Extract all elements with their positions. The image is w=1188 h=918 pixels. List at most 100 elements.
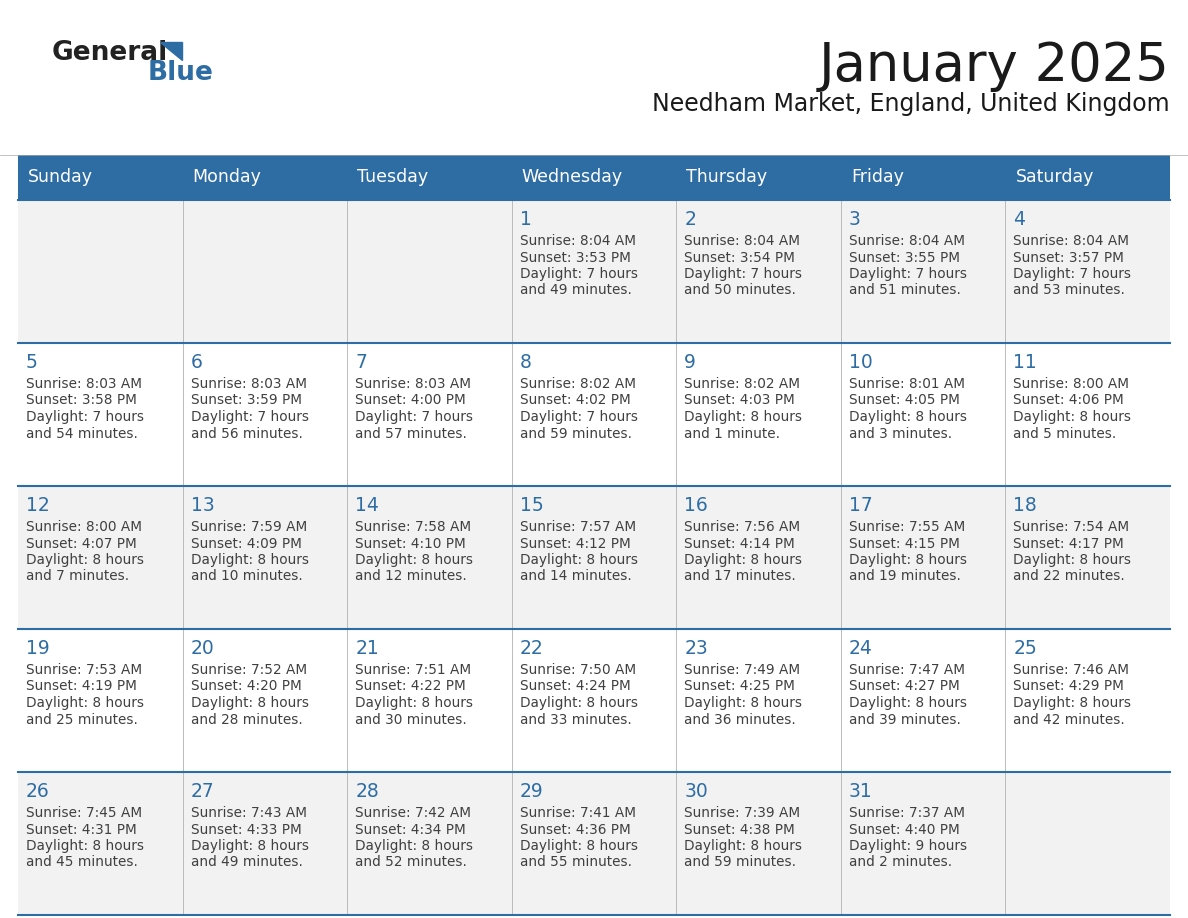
Text: Daylight: 7 hours: Daylight: 7 hours [190, 410, 309, 424]
Text: Daylight: 8 hours: Daylight: 8 hours [519, 839, 638, 853]
Text: Sunrise: 8:00 AM: Sunrise: 8:00 AM [26, 520, 143, 534]
Text: 1: 1 [519, 210, 531, 229]
Text: Sunrise: 7:49 AM: Sunrise: 7:49 AM [684, 663, 801, 677]
Text: Sunset: 4:29 PM: Sunset: 4:29 PM [1013, 679, 1124, 693]
Text: and 57 minutes.: and 57 minutes. [355, 427, 467, 441]
Text: Daylight: 7 hours: Daylight: 7 hours [519, 410, 638, 424]
Text: Daylight: 8 hours: Daylight: 8 hours [1013, 410, 1131, 424]
Text: Sunrise: 8:03 AM: Sunrise: 8:03 AM [355, 377, 472, 391]
Text: Sunrise: 7:47 AM: Sunrise: 7:47 AM [849, 663, 965, 677]
Text: Sunset: 4:20 PM: Sunset: 4:20 PM [190, 679, 302, 693]
Text: 12: 12 [26, 496, 50, 515]
Text: Sunset: 3:57 PM: Sunset: 3:57 PM [1013, 251, 1124, 264]
Text: 29: 29 [519, 782, 543, 801]
Text: Sunset: 3:55 PM: Sunset: 3:55 PM [849, 251, 960, 264]
Text: Sunrise: 8:03 AM: Sunrise: 8:03 AM [190, 377, 307, 391]
Text: Needham Market, England, United Kingdom: Needham Market, England, United Kingdom [652, 92, 1170, 116]
Text: Thursday: Thursday [687, 169, 767, 186]
Text: Daylight: 8 hours: Daylight: 8 hours [519, 696, 638, 710]
Text: Sunset: 4:00 PM: Sunset: 4:00 PM [355, 394, 466, 408]
Text: Daylight: 8 hours: Daylight: 8 hours [849, 696, 967, 710]
Text: Sunrise: 8:02 AM: Sunrise: 8:02 AM [684, 377, 801, 391]
Text: Daylight: 8 hours: Daylight: 8 hours [1013, 553, 1131, 567]
Text: Daylight: 7 hours: Daylight: 7 hours [355, 410, 473, 424]
Text: Daylight: 8 hours: Daylight: 8 hours [1013, 696, 1131, 710]
Text: Wednesday: Wednesday [522, 169, 623, 186]
Text: Sunset: 4:22 PM: Sunset: 4:22 PM [355, 679, 466, 693]
Text: 2: 2 [684, 210, 696, 229]
Text: and 33 minutes.: and 33 minutes. [519, 712, 632, 726]
Text: 15: 15 [519, 496, 543, 515]
Text: Sunrise: 7:52 AM: Sunrise: 7:52 AM [190, 663, 307, 677]
Text: Sunrise: 8:04 AM: Sunrise: 8:04 AM [684, 234, 801, 248]
Text: Sunset: 4:10 PM: Sunset: 4:10 PM [355, 536, 466, 551]
Text: Sunrise: 7:53 AM: Sunrise: 7:53 AM [26, 663, 143, 677]
Text: Sunrise: 7:41 AM: Sunrise: 7:41 AM [519, 806, 636, 820]
Text: 26: 26 [26, 782, 50, 801]
Text: Daylight: 8 hours: Daylight: 8 hours [355, 839, 473, 853]
Text: 20: 20 [190, 639, 214, 658]
Text: Daylight: 8 hours: Daylight: 8 hours [684, 696, 802, 710]
Text: Sunrise: 7:37 AM: Sunrise: 7:37 AM [849, 806, 965, 820]
Text: 11: 11 [1013, 353, 1037, 372]
Text: 22: 22 [519, 639, 543, 658]
Text: Sunset: 3:54 PM: Sunset: 3:54 PM [684, 251, 795, 264]
Text: Sunset: 4:31 PM: Sunset: 4:31 PM [26, 823, 137, 836]
Text: and 45 minutes.: and 45 minutes. [26, 856, 138, 869]
Text: Daylight: 8 hours: Daylight: 8 hours [190, 696, 309, 710]
Text: 30: 30 [684, 782, 708, 801]
Bar [18, 200, 1170, 343]
Text: and 3 minutes.: and 3 minutes. [849, 427, 952, 441]
Text: Sunrise: 7:55 AM: Sunrise: 7:55 AM [849, 520, 965, 534]
Text: 5: 5 [26, 353, 38, 372]
Text: and 49 minutes.: and 49 minutes. [190, 856, 303, 869]
Text: Sunrise: 7:42 AM: Sunrise: 7:42 AM [355, 806, 472, 820]
Text: Sunset: 4:33 PM: Sunset: 4:33 PM [190, 823, 302, 836]
Text: 31: 31 [849, 782, 873, 801]
Text: Daylight: 8 hours: Daylight: 8 hours [849, 410, 967, 424]
Text: and 25 minutes.: and 25 minutes. [26, 712, 138, 726]
Text: and 59 minutes.: and 59 minutes. [684, 856, 796, 869]
Text: Daylight: 7 hours: Daylight: 7 hours [519, 267, 638, 281]
Text: Sunrise: 8:04 AM: Sunrise: 8:04 AM [1013, 234, 1130, 248]
Text: and 2 minutes.: and 2 minutes. [849, 856, 952, 869]
Text: and 12 minutes.: and 12 minutes. [355, 569, 467, 584]
Text: Sunrise: 8:03 AM: Sunrise: 8:03 AM [26, 377, 143, 391]
Text: Sunset: 4:36 PM: Sunset: 4:36 PM [519, 823, 631, 836]
Text: Sunrise: 7:39 AM: Sunrise: 7:39 AM [684, 806, 801, 820]
Text: 17: 17 [849, 496, 873, 515]
Text: Sunset: 4:05 PM: Sunset: 4:05 PM [849, 394, 960, 408]
Text: and 56 minutes.: and 56 minutes. [190, 427, 303, 441]
Text: 14: 14 [355, 496, 379, 515]
Text: Sunrise: 7:51 AM: Sunrise: 7:51 AM [355, 663, 472, 677]
Text: Daylight: 8 hours: Daylight: 8 hours [26, 696, 144, 710]
Text: Daylight: 7 hours: Daylight: 7 hours [26, 410, 144, 424]
Text: Sunset: 4:27 PM: Sunset: 4:27 PM [849, 679, 960, 693]
Text: Saturday: Saturday [1016, 169, 1094, 186]
Text: Daylight: 8 hours: Daylight: 8 hours [684, 410, 802, 424]
Text: Daylight: 8 hours: Daylight: 8 hours [190, 553, 309, 567]
Text: Sunset: 4:14 PM: Sunset: 4:14 PM [684, 536, 795, 551]
Text: Sunrise: 7:59 AM: Sunrise: 7:59 AM [190, 520, 307, 534]
Text: 18: 18 [1013, 496, 1037, 515]
Text: and 50 minutes.: and 50 minutes. [684, 284, 796, 297]
Text: 21: 21 [355, 639, 379, 658]
Text: Daylight: 7 hours: Daylight: 7 hours [849, 267, 967, 281]
Text: Sunset: 3:53 PM: Sunset: 3:53 PM [519, 251, 631, 264]
Text: and 54 minutes.: and 54 minutes. [26, 427, 138, 441]
Text: 7: 7 [355, 353, 367, 372]
Text: 13: 13 [190, 496, 214, 515]
Bar [18, 155, 1170, 200]
Text: Sunrise: 7:46 AM: Sunrise: 7:46 AM [1013, 663, 1130, 677]
Text: Daylight: 8 hours: Daylight: 8 hours [26, 839, 144, 853]
Text: Daylight: 7 hours: Daylight: 7 hours [684, 267, 802, 281]
Text: 6: 6 [190, 353, 202, 372]
Text: Sunset: 4:09 PM: Sunset: 4:09 PM [190, 536, 302, 551]
Text: Daylight: 8 hours: Daylight: 8 hours [355, 553, 473, 567]
Text: 23: 23 [684, 639, 708, 658]
Bar [18, 343, 1170, 486]
Text: Sunrise: 7:58 AM: Sunrise: 7:58 AM [355, 520, 472, 534]
Text: Sunrise: 7:50 AM: Sunrise: 7:50 AM [519, 663, 636, 677]
Text: Daylight: 8 hours: Daylight: 8 hours [26, 553, 144, 567]
Text: and 36 minutes.: and 36 minutes. [684, 712, 796, 726]
